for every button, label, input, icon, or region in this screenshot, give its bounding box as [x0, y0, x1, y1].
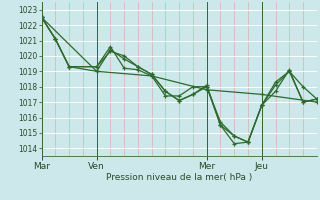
X-axis label: Pression niveau de la mer( hPa ): Pression niveau de la mer( hPa ): [106, 173, 252, 182]
